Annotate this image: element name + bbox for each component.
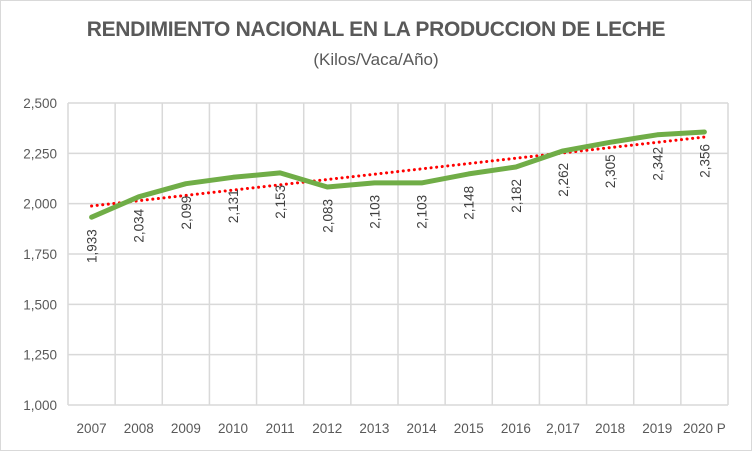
- x-tick-label: 2012: [312, 421, 342, 436]
- data-label: 1,933: [85, 229, 100, 263]
- y-tick-label: 2,500: [23, 96, 57, 111]
- y-tick-label: 1,500: [23, 297, 57, 312]
- data-labels: 1,933 2,034 2,099 2,131 2,153 2,083 2,103 2,103…: [85, 144, 713, 263]
- x-tick-label: 2008: [124, 421, 154, 436]
- data-label: 2,342: [650, 147, 665, 181]
- data-label: 2,153: [273, 185, 288, 219]
- x-tick-label: 2007: [77, 421, 107, 436]
- data-label: 2,034: [132, 208, 147, 242]
- data-label: 2,148: [462, 186, 477, 220]
- trendline: [90, 135, 706, 208]
- data-label: 2,305: [603, 154, 618, 188]
- y-tick-label: 1,250: [23, 348, 57, 363]
- x-tick-label: 2013: [359, 421, 389, 436]
- x-tick-label: 2011: [266, 421, 295, 436]
- series: [89, 129, 707, 220]
- data-label: 2,083: [320, 199, 335, 233]
- y-tick-label: 2,000: [23, 197, 57, 212]
- y-axis: 1,000 1,250 1,500 1,750 2,000 2,250 2,500: [23, 96, 57, 413]
- x-tick-label: 2019: [642, 421, 672, 436]
- data-label: 2,356: [697, 144, 712, 178]
- x-tick-label: 2015: [454, 421, 484, 436]
- data-label: 2,103: [367, 195, 382, 229]
- chart-title: RENDIMIENTO NACIONAL EN LA PRODUCCION DE…: [86, 18, 666, 41]
- x-tick-label: 2010: [218, 421, 248, 436]
- data-label: 2,182: [509, 179, 524, 213]
- x-tick-label: 2018: [595, 421, 625, 436]
- data-label: 2,103: [415, 195, 430, 229]
- x-tick-label: 2020 P: [683, 421, 726, 436]
- x-tick-label: 2014: [407, 421, 438, 436]
- y-tick-label: 2,250: [23, 146, 57, 161]
- grid: [67, 102, 729, 406]
- x-axis: 2007 2008 2009 2010 2011 2012 2013 2014 2015 2016…: [77, 421, 726, 436]
- data-label: 2,099: [179, 196, 194, 230]
- x-tick-label: 2009: [171, 421, 201, 436]
- data-label: 2,262: [556, 163, 571, 197]
- x-tick-label: 2,017: [546, 421, 580, 436]
- chart-subtitle: (Kilos/Vaca/Año): [313, 50, 439, 69]
- x-tick-label: 2016: [501, 421, 531, 436]
- series-line: [89, 129, 707, 220]
- data-label: 2,131: [226, 189, 241, 223]
- y-tick-label: 1,000: [23, 398, 57, 413]
- y-tick-label: 1,750: [23, 247, 57, 262]
